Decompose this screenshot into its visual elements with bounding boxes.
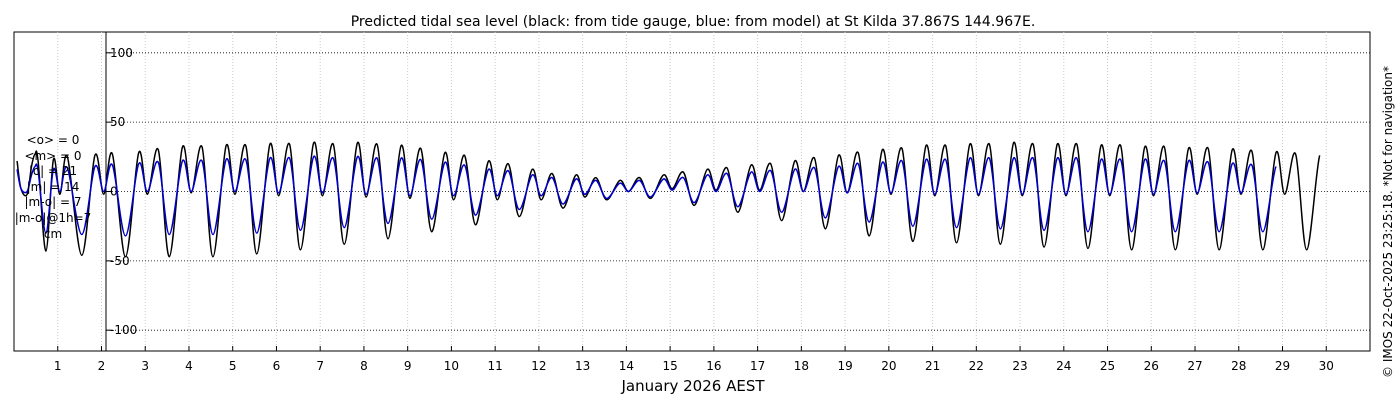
- stat-line: |m-o| = 7: [24, 195, 82, 210]
- x-tick-label: 10: [444, 359, 459, 373]
- copyright-footer: © IMOS 22-Oct-2025 23:25:18. *Not for na…: [1381, 66, 1395, 378]
- y-tick-label: 100: [110, 46, 133, 60]
- stat-line: <m> = 0: [24, 148, 82, 163]
- x-tick-label: 13: [575, 359, 590, 373]
- x-tick-label: 30: [1319, 359, 1334, 373]
- series-line-from-model: [16, 155, 1277, 237]
- x-tick-label: 2: [98, 359, 106, 373]
- x-tick-label: 15: [662, 359, 677, 373]
- x-tick-label: 21: [925, 359, 940, 373]
- x-tick-label: 12: [531, 359, 546, 373]
- stats-panel: <o> = 0 <m> = 0 |o| = 21 |m| = 14 |m-o| = 7 |…: [6, 133, 100, 242]
- stat-line: cm: [43, 226, 63, 241]
- x-axis-label: January 2026 AEST: [621, 377, 766, 395]
- x-tick-label: 28: [1231, 359, 1246, 373]
- x-tick-label: 27: [1187, 359, 1202, 373]
- stat-line: |m| = 14: [26, 179, 80, 194]
- stat-line: <o> = 0: [26, 133, 80, 147]
- stat-line: |m-o|@1h=7: [14, 210, 92, 225]
- y-tick-label: -100: [110, 323, 137, 337]
- y-tick-label: 0: [110, 185, 118, 199]
- x-tick-label: 26: [1144, 359, 1159, 373]
- x-tick-label: 9: [404, 359, 412, 373]
- x-tick-label: 8: [360, 359, 368, 373]
- x-tick-label: 11: [488, 359, 503, 373]
- y-tick-label: 50: [110, 115, 125, 129]
- y-tick-label: -50: [110, 254, 130, 268]
- y-ticks: 100 50 0 -50 -100: [106, 46, 137, 337]
- stat-line: |o| = 21: [28, 164, 78, 179]
- x-tick-label: 18: [794, 359, 809, 373]
- x-ticks: 1 2 3 4 5 6 7 8 9 10 11 12 13 14 15 16 17 18 19 20 21 22 23 24 2…: [54, 346, 1334, 373]
- x-tick-label: 3: [141, 359, 149, 373]
- x-tick-label: 22: [969, 359, 984, 373]
- x-tick-label: 25: [1100, 359, 1115, 373]
- x-tick-label: 1: [54, 359, 62, 373]
- x-tick-label: 17: [750, 359, 765, 373]
- x-tick-label: 20: [881, 359, 896, 373]
- x-tick-label: 6: [273, 359, 281, 373]
- grid: [57, 32, 1370, 351]
- x-tick-label: 23: [1012, 359, 1027, 373]
- x-tick-label: 19: [837, 359, 852, 373]
- chart-title: Predicted tidal sea level (black: from t…: [351, 14, 1036, 30]
- series: [16, 141, 1321, 258]
- x-tick-label: 29: [1275, 359, 1290, 373]
- x-tick-label: 7: [316, 359, 324, 373]
- x-tick-label: 5: [229, 359, 237, 373]
- x-tick-label: 14: [619, 359, 634, 373]
- x-tick-label: 16: [706, 359, 721, 373]
- x-tick-label: 4: [185, 359, 193, 373]
- x-tick-label: 24: [1056, 359, 1071, 373]
